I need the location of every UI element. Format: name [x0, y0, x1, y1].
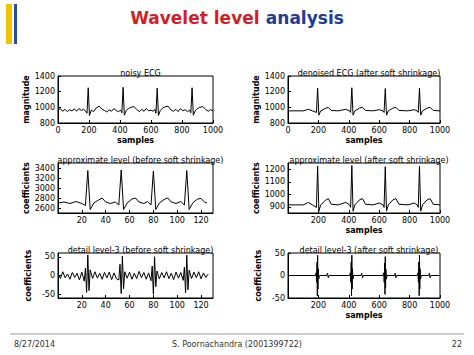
svg-text:8/27/2014: 8/27/2014	[14, 340, 55, 349]
svg-text:0: 0	[280, 271, 285, 280]
svg-text:1000: 1000	[430, 126, 450, 135]
svg-text:3000: 3000	[35, 184, 55, 193]
svg-text:800: 800	[270, 119, 285, 128]
svg-text:analysis: analysis	[266, 8, 344, 28]
svg-text:600: 600	[372, 126, 387, 135]
svg-text:200: 200	[311, 301, 326, 310]
svg-text:100: 100	[170, 301, 185, 310]
svg-text:800: 800	[402, 126, 417, 135]
svg-text:1000: 1000	[265, 190, 285, 199]
svg-text:Wavelet level: Wavelet level	[130, 8, 259, 28]
svg-text:approximate level (after soft: approximate level (after soft shrinkage)	[290, 156, 449, 165]
svg-text:1000: 1000	[430, 301, 450, 310]
svg-text:magnitude: magnitude	[252, 75, 261, 124]
svg-text:20: 20	[77, 301, 87, 310]
svg-text:120: 120	[193, 216, 208, 225]
svg-text:3400: 3400	[35, 164, 55, 173]
svg-text:40: 40	[101, 301, 111, 310]
svg-text:800: 800	[174, 126, 189, 135]
svg-text:800: 800	[402, 216, 417, 225]
svg-text:coefficients: coefficients	[24, 249, 33, 301]
svg-text:detail level-3 (before soft sh: detail level-3 (before soft shrinkage)	[68, 246, 214, 255]
svg-text:1200: 1200	[35, 87, 55, 96]
svg-text:1000: 1000	[35, 103, 55, 112]
svg-text:200: 200	[311, 126, 326, 135]
svg-text:approximate level (before soft: approximate level (before soft shrinkage…	[58, 156, 224, 165]
svg-text:samples: samples	[345, 136, 382, 145]
svg-text:400: 400	[341, 301, 356, 310]
svg-text:200: 200	[81, 126, 96, 135]
svg-text:S. Poornachandra (2001399722): S. Poornachandra (2001399722)	[172, 340, 302, 349]
svg-text:20: 20	[77, 216, 87, 225]
svg-text:coefficients: coefficients	[252, 162, 261, 214]
svg-text:magnitude: magnitude	[22, 75, 31, 124]
svg-text:600: 600	[372, 301, 387, 310]
svg-text:denoised ECG (after soft shrin: denoised ECG (after soft shrinkage)	[298, 69, 441, 78]
svg-text:600: 600	[372, 216, 387, 225]
svg-text:800: 800	[402, 301, 417, 310]
svg-text:80: 80	[148, 216, 158, 225]
svg-text:1400: 1400	[35, 72, 55, 81]
svg-text:1400: 1400	[265, 72, 285, 81]
svg-text:-50: -50	[42, 290, 55, 299]
svg-text:samples: samples	[117, 136, 154, 145]
svg-text:1000: 1000	[430, 216, 450, 225]
svg-text:detail level-3 (after soft shr: detail level-3 (after soft shrinkage)	[300, 246, 439, 255]
svg-text:0: 0	[55, 126, 60, 135]
svg-text:2800: 2800	[35, 194, 55, 203]
svg-text:50: 50	[45, 252, 55, 261]
svg-text:100: 100	[170, 216, 185, 225]
svg-text:600: 600	[143, 126, 158, 135]
svg-text:0: 0	[285, 126, 290, 135]
svg-text:1200: 1200	[265, 87, 285, 96]
svg-text:noisy ECG: noisy ECG	[120, 69, 160, 78]
svg-text:1000: 1000	[265, 103, 285, 112]
svg-text:1000: 1000	[203, 126, 223, 135]
svg-text:50: 50	[275, 249, 285, 258]
svg-text:900: 900	[270, 202, 285, 211]
svg-text:2600: 2600	[35, 204, 55, 213]
svg-text:400: 400	[341, 216, 356, 225]
svg-text:coefficients: coefficients	[254, 249, 263, 301]
svg-text:-50: -50	[272, 294, 285, 303]
svg-text:60: 60	[124, 301, 134, 310]
svg-text:1100: 1100	[265, 177, 285, 186]
svg-text:coefficients: coefficients	[22, 162, 31, 214]
svg-text:0: 0	[50, 271, 55, 280]
svg-text:80: 80	[148, 301, 158, 310]
svg-text:1200: 1200	[265, 165, 285, 174]
svg-text:800: 800	[40, 119, 55, 128]
svg-text:22: 22	[452, 340, 462, 349]
svg-text:samples: samples	[345, 226, 382, 235]
svg-text:400: 400	[341, 126, 356, 135]
svg-text:200: 200	[311, 216, 326, 225]
svg-text:samples: samples	[345, 311, 382, 320]
svg-text:3200: 3200	[35, 174, 55, 183]
svg-text:40: 40	[101, 216, 111, 225]
svg-text:60: 60	[124, 216, 134, 225]
svg-text:400: 400	[112, 126, 127, 135]
svg-text:120: 120	[193, 301, 208, 310]
